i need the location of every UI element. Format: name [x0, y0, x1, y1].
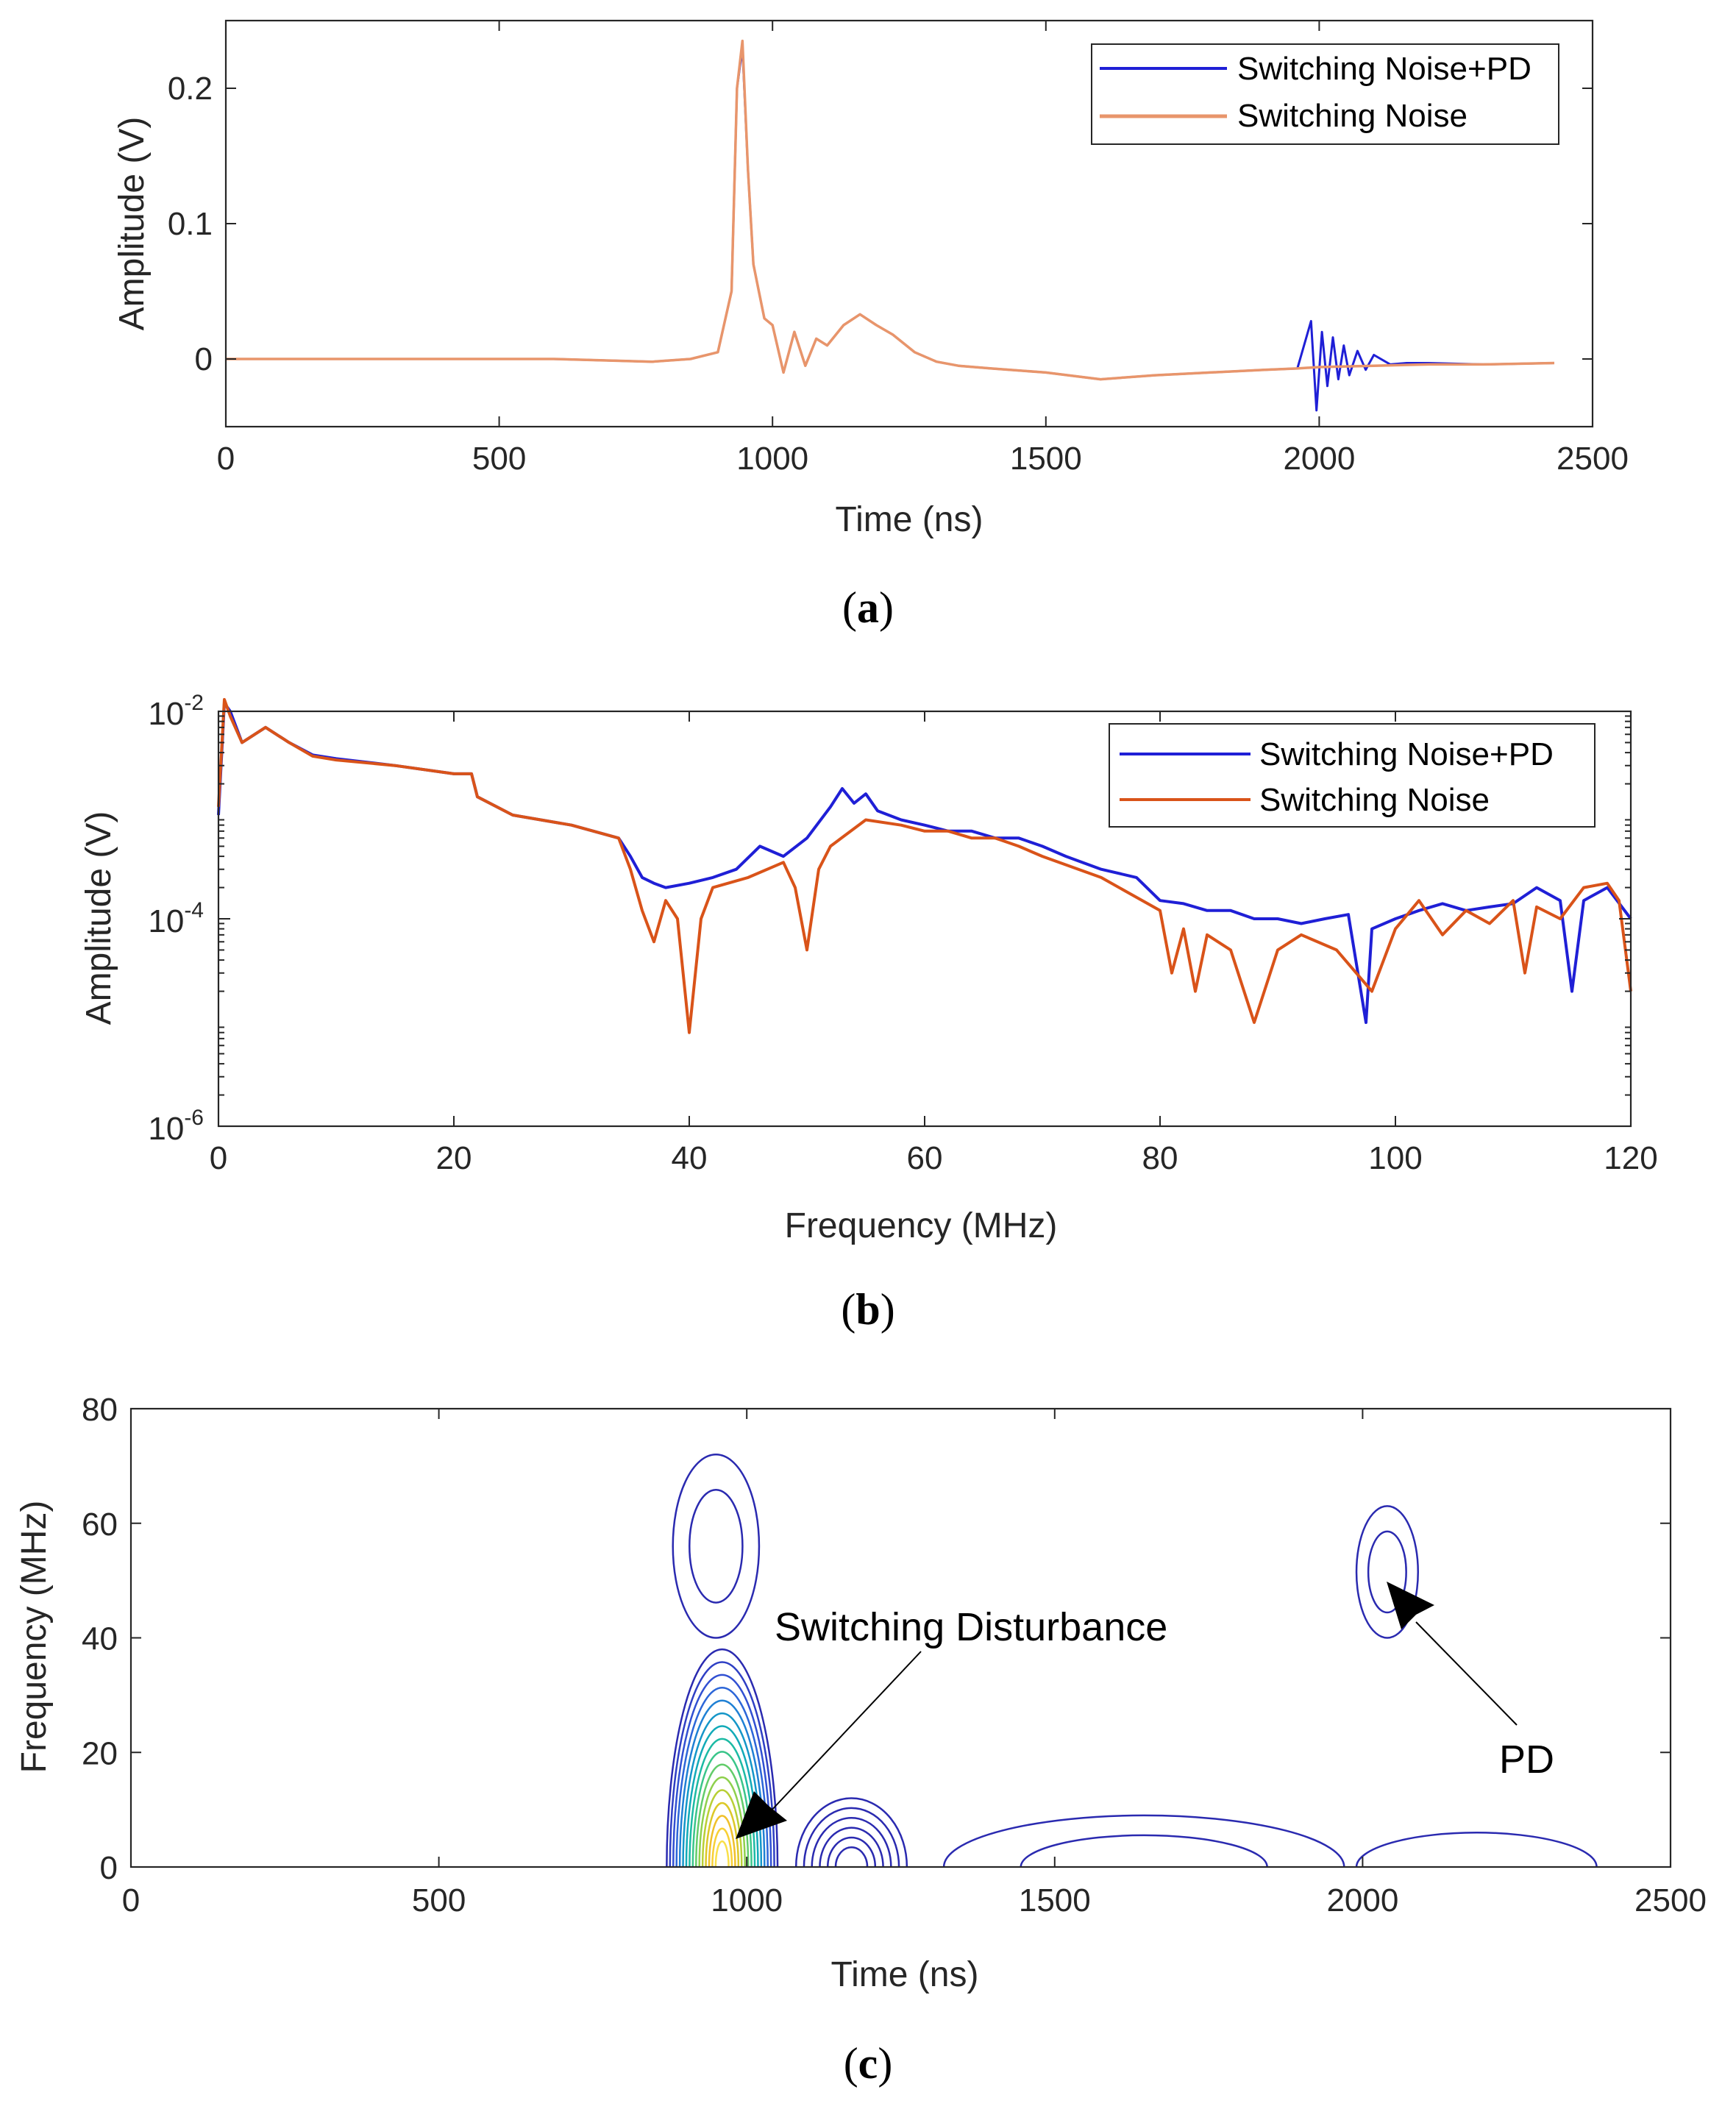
- panel-c-contour-switching-main: [689, 1738, 756, 1867]
- panel-c-contour-pd: [1367, 1530, 1407, 1614]
- panel-b-xtick-label: 120: [1604, 1140, 1657, 1176]
- panel-c-contour-switching-main: [714, 1840, 730, 1867]
- panel-c-xtick-label: 0: [122, 1882, 140, 1918]
- panel-c-contours: [666, 1454, 1598, 1867]
- panel-b-xtick-label: 40: [672, 1140, 708, 1176]
- panel-b-xtick-label: 0: [210, 1140, 227, 1176]
- panel-c-ticks: 0 500 1000 1500 2000 2500 0 20 40 60 80: [82, 1392, 1707, 1918]
- panel-a-legend-label-1: Switching Noise+PD: [1237, 51, 1532, 87]
- panel-c-contour-switching-main: [701, 1789, 743, 1867]
- panel-c-xtick-label: 1000: [711, 1882, 783, 1918]
- panel-b-plot-area: [217, 697, 1632, 1034]
- panel-c-contour-switching-upper: [689, 1488, 744, 1604]
- panel-a-caption: (a): [842, 583, 894, 632]
- panel-a-plot-area: [226, 39, 1555, 412]
- panel-a-ticks: 0 500 1000 1500 2000 2500 0 0.1 0.2: [168, 21, 1629, 477]
- panel-b-legend-box: [1109, 723, 1596, 828]
- annotation-switching-arrow-head: [736, 1791, 787, 1839]
- panel-b-ticks: 0 20 40 60 80 100 120 10-6 10-4 10-2: [148, 691, 1657, 1176]
- panel-c-ytick-label: 20: [82, 1735, 118, 1771]
- panel-c-contour-ringing-1150: [819, 1827, 884, 1867]
- panel-b-ytick-label: 10-6: [148, 1106, 204, 1147]
- panel-c-contour-switching-upper: [672, 1454, 761, 1639]
- annotation-switching-label: Switching Disturbance: [775, 1605, 1167, 1649]
- annotation-pd-label: PD: [1499, 1738, 1554, 1782]
- panel-c-contour-pd: [1355, 1505, 1419, 1639]
- panel-c-contour-ringing-1150: [834, 1846, 869, 1867]
- panel-a-xlabel: Time (ns): [836, 500, 983, 539]
- panel-b-legend: Switching Noise+PD Switching Noise: [1109, 723, 1596, 828]
- panel-c-ylabel: Frequency (MHz): [15, 1501, 54, 1774]
- panel-a-ytick-label: 0: [195, 341, 213, 377]
- panel-c-caption: (c): [844, 2039, 893, 2088]
- annotation-pd-arrow-head: [1387, 1582, 1434, 1629]
- panel-a-xtick-label: 1000: [736, 441, 808, 477]
- panel-c-plot-area: [666, 1454, 1598, 1867]
- panel-c-ytick-label: 60: [82, 1507, 118, 1543]
- panel-a-xtick-label: 0: [217, 441, 235, 477]
- panel-c-xtick-label: 1500: [1019, 1882, 1091, 1918]
- panel-b-xtick-label: 100: [1368, 1140, 1422, 1176]
- panel-b-caption: (b): [841, 1285, 894, 1334]
- panel-a: 0 500 1000 1500 2000 2500 0 0.1 0.2 Time (ns) Am…: [113, 19, 1629, 632]
- panel-c-xtick-label: 2500: [1634, 1882, 1707, 1918]
- panel-b-xtick-label: 60: [907, 1140, 943, 1176]
- panel-b-ylabel: Amplitude (V): [79, 811, 118, 1025]
- annotation-pd: PD: [1387, 1582, 1554, 1782]
- panel-c-contour-ringing-1150: [794, 1797, 908, 1867]
- panel-b-legend-label-1: Switching Noise+PD: [1259, 736, 1554, 772]
- panel-c-ytick-label: 40: [82, 1621, 118, 1657]
- panel-a-legend-label-2: Switching Noise: [1237, 98, 1468, 134]
- panel-b-xtick-label: 80: [1142, 1140, 1178, 1176]
- panel-a-ytick-label: 0.1: [168, 206, 213, 242]
- panel-b: 0 20 40 60 80 100 120 10-6 10-4 10-2 Frequency (M…: [79, 691, 1658, 1334]
- panel-a-series-line-2: [226, 39, 1555, 381]
- panel-b-xtick-label: 20: [436, 1140, 472, 1176]
- panel-b-legend-label-2: Switching Noise: [1259, 782, 1490, 818]
- annotation-pd-arrow-line: [1415, 1621, 1518, 1726]
- panel-c-ytick-label: 80: [82, 1392, 118, 1428]
- panel-c-contour-switching-main: [708, 1815, 736, 1867]
- panel-c-ytick-label: 0: [100, 1850, 118, 1886]
- annotation-switching: Switching Disturbance: [736, 1605, 1167, 1839]
- panel-c-contour-tail-1: [942, 1814, 1345, 1867]
- annotation-switching-arrow-line: [768, 1651, 922, 1814]
- panel-c-contour-switching-main: [682, 1712, 763, 1867]
- panel-c-contour-switching-main: [695, 1763, 750, 1867]
- panel-b-series-line-2: [217, 697, 1632, 1034]
- panel-c-xlabel: Time (ns): [831, 1955, 979, 1994]
- panel-a-xtick-label: 1500: [1010, 441, 1082, 477]
- panel-a-legend: Switching Noise+PD Switching Noise: [1091, 43, 1559, 145]
- panel-a-xtick-label: 2500: [1557, 441, 1629, 477]
- panel-b-ytick-label: 10-2: [148, 691, 204, 732]
- panel-b-xlabel: Frequency (MHz): [785, 1206, 1058, 1245]
- panel-c-contour-switching-main: [675, 1687, 769, 1867]
- panel-a-ytick-label: 0.2: [168, 71, 213, 107]
- panel-c-xtick-label: 500: [412, 1882, 466, 1918]
- panel-a-xtick-label: 500: [472, 441, 526, 477]
- panel-c-contour-ringing-1150: [811, 1817, 892, 1867]
- panel-b-ytick-label: 10-4: [148, 898, 204, 939]
- panel-c-contour-switching-main: [669, 1661, 775, 1867]
- panel-a-legend-box: [1091, 43, 1559, 145]
- panel-a-xtick-label: 2000: [1283, 441, 1355, 477]
- panel-a-ylabel: Amplitude (V): [113, 117, 152, 331]
- panel-c-xtick-label: 2000: [1326, 1882, 1398, 1918]
